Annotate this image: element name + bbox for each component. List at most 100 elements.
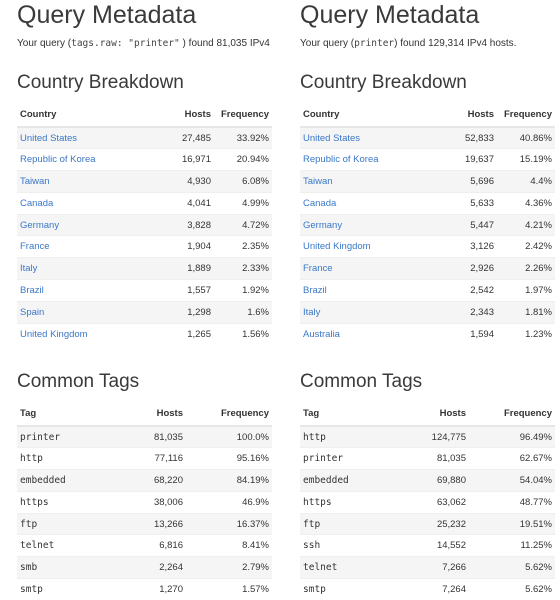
hosts-cell: 1,557: [138, 279, 214, 302]
tag-name: smtp: [300, 578, 393, 600]
column-header: Hosts: [393, 402, 469, 427]
hosts-cell: 1,904: [138, 235, 214, 258]
country-breakdown-heading: Country Breakdown: [300, 72, 467, 93]
frequency-cell: 1.57%: [186, 578, 272, 600]
frequency-cell: 6.08%: [214, 170, 272, 193]
country-link[interactable]: Canada: [17, 191, 138, 215]
frequency-cell: 84.19%: [186, 469, 272, 492]
tag-row: https 63,062 48.77%: [300, 490, 555, 514]
country-row: Brazil 1,557 1.92%: [17, 279, 272, 302]
tag-row: smb 2,264 2.79%: [17, 556, 272, 579]
column-header: Country: [17, 103, 138, 128]
page-title: Query Metadata: [300, 1, 480, 29]
tag-name: printer: [300, 447, 393, 470]
frequency-cell: 1.23%: [497, 322, 555, 345]
country-row: Italy 1,889 2.33%: [17, 257, 272, 280]
hosts-cell: 16,971: [138, 148, 214, 171]
country-link[interactable]: Republic of Korea: [300, 148, 421, 171]
frequency-cell: 1.81%: [497, 300, 555, 324]
tag-row: printer 81,035 100.0%: [17, 425, 272, 448]
country-row: Republic of Korea 16,971 20.94%: [17, 148, 272, 171]
hosts-cell: 77,116: [110, 447, 186, 470]
country-link[interactable]: Brazil: [17, 279, 138, 302]
tag-row: embedded 68,220 84.19%: [17, 469, 272, 492]
hosts-cell: 19,637: [421, 148, 497, 171]
frequency-cell: 1.56%: [214, 322, 272, 345]
frequency-cell: 100.0%: [186, 425, 272, 448]
hosts-cell: 52,833: [421, 126, 497, 149]
tag-row: telnet 6,816 8.41%: [17, 534, 272, 557]
country-link[interactable]: Italy: [17, 257, 138, 280]
country-row: Australia 1,594 1.23%: [300, 322, 555, 345]
frequency-cell: 16.37%: [186, 512, 272, 535]
frequency-cell: 1.92%: [214, 279, 272, 302]
column-header: Frequency: [469, 402, 555, 427]
country-breakdown-heading: Country Breakdown: [17, 72, 184, 93]
query-summary: Your query (printer) found 129,314 IPv4 …: [300, 38, 517, 49]
column-header: Hosts: [421, 103, 497, 128]
query-string: tags.raw: "printer": [71, 38, 180, 49]
tag-name: printer: [17, 425, 110, 448]
hosts-cell: 5,633: [421, 191, 497, 215]
country-row: United States 52,833 40.86%: [300, 126, 555, 149]
country-row: United Kingdom 1,265 1.56%: [17, 322, 272, 345]
frequency-cell: 95.16%: [186, 447, 272, 470]
country-link[interactable]: Italy: [300, 300, 421, 324]
hosts-cell: 13,266: [110, 512, 186, 535]
country-link[interactable]: Taiwan: [17, 170, 138, 193]
hosts-cell: 5,447: [421, 213, 497, 236]
country-link[interactable]: Spain: [17, 300, 138, 324]
hosts-cell: 4,930: [138, 170, 214, 193]
hosts-cell: 4,041: [138, 191, 214, 215]
frequency-cell: 20.94%: [214, 148, 272, 171]
tag-name: https: [17, 490, 110, 514]
hosts-cell: 1,270: [110, 578, 186, 600]
country-link[interactable]: United Kingdom: [17, 322, 138, 345]
frequency-cell: 5.62%: [469, 578, 555, 600]
country-link[interactable]: Germany: [17, 213, 138, 236]
frequency-cell: 2.35%: [214, 235, 272, 258]
hosts-cell: 2,542: [421, 279, 497, 302]
column-header: Tag: [17, 402, 110, 427]
frequency-cell: 62.67%: [469, 447, 555, 470]
country-row: Republic of Korea 19,637 15.19%: [300, 148, 555, 171]
hosts-cell: 7,266: [393, 556, 469, 579]
country-link[interactable]: United States: [300, 126, 421, 149]
frequency-cell: 4.4%: [497, 170, 555, 193]
query-string: printer: [354, 38, 395, 49]
country-row: United States 27,485 33.92%: [17, 126, 272, 149]
column-header: Tag: [300, 402, 393, 427]
frequency-cell: 4.99%: [214, 191, 272, 215]
query-summary: Your query (tags.raw: "printer" ) found …: [17, 38, 272, 49]
country-link[interactable]: Republic of Korea: [17, 148, 138, 171]
country-link[interactable]: Brazil: [300, 279, 421, 302]
hosts-cell: 27,485: [138, 126, 214, 149]
country-link[interactable]: United States: [17, 126, 138, 149]
country-row: France 2,926 2.26%: [300, 257, 555, 280]
hosts-cell: 1,594: [421, 322, 497, 345]
country-table: Country Hosts Frequency United States 52,…: [300, 103, 555, 345]
hosts-cell: 14,552: [393, 534, 469, 557]
tag-row: ftp 13,266 16.37%: [17, 512, 272, 535]
tag-name: embedded: [17, 469, 110, 492]
common-tags-heading: Common Tags: [17, 371, 140, 392]
frequency-cell: 4.21%: [497, 213, 555, 236]
country-link[interactable]: France: [300, 257, 421, 280]
hosts-cell: 5,696: [421, 170, 497, 193]
country-link[interactable]: United Kingdom: [300, 235, 421, 258]
country-link[interactable]: Canada: [300, 191, 421, 215]
country-link[interactable]: France: [17, 235, 138, 258]
frequency-cell: 15.19%: [497, 148, 555, 171]
country-link[interactable]: Taiwan: [300, 170, 421, 193]
hosts-cell: 1,265: [138, 322, 214, 345]
tag-name: ftp: [300, 512, 393, 535]
hosts-cell: 69,880: [393, 469, 469, 492]
hosts-cell: 3,828: [138, 213, 214, 236]
country-link[interactable]: Germany: [300, 213, 421, 236]
hosts-cell: 81,035: [393, 447, 469, 470]
column-header: Frequency: [214, 103, 272, 128]
country-row: Italy 2,343 1.81%: [300, 300, 555, 324]
country-link[interactable]: Australia: [300, 322, 421, 345]
frequency-cell: 2.26%: [497, 257, 555, 280]
right-query-panel: Query Metadata Your query (printer) foun…: [300, 0, 556, 600]
